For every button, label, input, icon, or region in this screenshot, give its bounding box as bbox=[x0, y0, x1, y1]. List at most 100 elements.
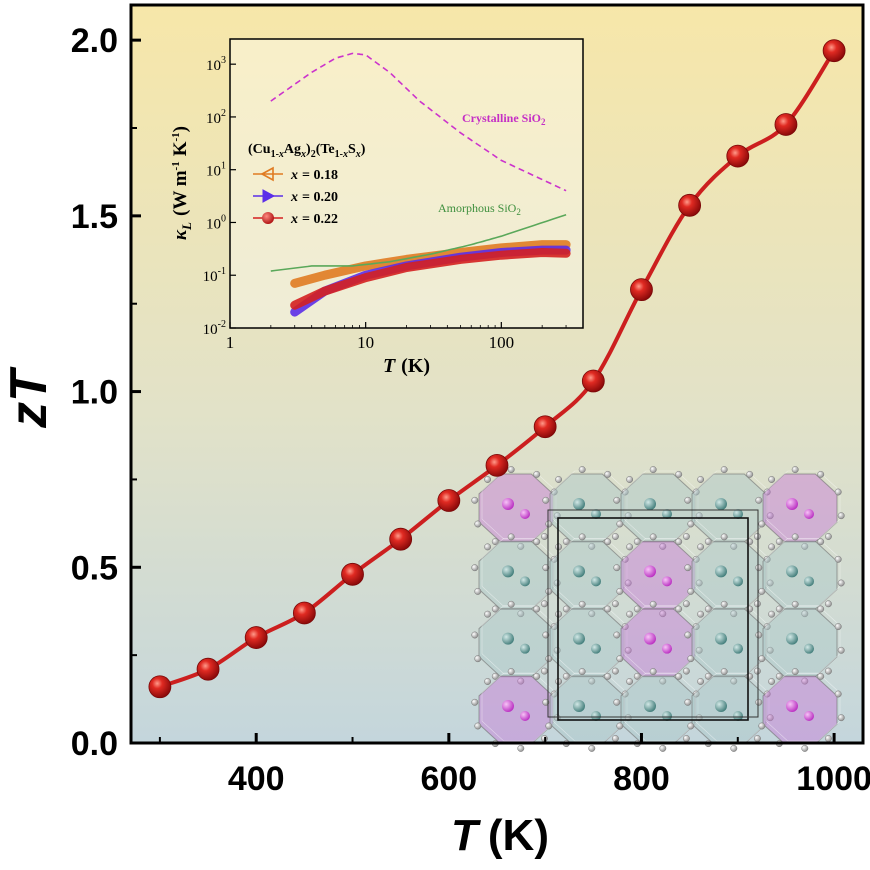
atom-guest bbox=[715, 700, 727, 712]
atom-guest bbox=[520, 643, 530, 654]
atom-guest bbox=[662, 711, 672, 721]
legend-entry-value: = 0.20 bbox=[302, 190, 338, 205]
inset-y-axis-label: κL(W m-1K-1) bbox=[170, 126, 194, 240]
atom-vertex bbox=[834, 555, 842, 563]
atom-vertex bbox=[791, 600, 799, 608]
legend-title-part: 2 bbox=[311, 149, 316, 160]
main-y-tick-label: 2.0 bbox=[71, 22, 118, 60]
atom-vertex bbox=[801, 542, 809, 550]
main-y-tick-label: 0.5 bbox=[71, 549, 118, 587]
atom-vertex bbox=[562, 605, 570, 613]
polyhedron-edge bbox=[623, 672, 699, 742]
atom-vertex bbox=[817, 605, 825, 613]
atom-guest bbox=[520, 509, 530, 519]
atom-vertex bbox=[758, 520, 766, 528]
zT-data-point bbox=[630, 278, 653, 302]
atom-vertex bbox=[755, 496, 763, 504]
atom-vertex bbox=[613, 698, 621, 706]
atom-vertex bbox=[474, 655, 482, 663]
atom-guest bbox=[520, 576, 530, 587]
inset-y-tick-exponent: 2 bbox=[221, 108, 226, 119]
atom-vertex bbox=[768, 543, 776, 551]
atom-guest bbox=[573, 565, 585, 578]
atom-vertex bbox=[775, 672, 783, 680]
inset-y-tick-exponent: 0 bbox=[221, 213, 226, 224]
atom-vertex bbox=[611, 533, 619, 540]
legend-title-part: x bbox=[278, 149, 284, 160]
atom-vertex bbox=[626, 610, 634, 618]
atom-vertex bbox=[545, 587, 553, 595]
polyhedron-edge bbox=[481, 470, 557, 540]
atom-vertex bbox=[837, 512, 845, 520]
atom-vertex bbox=[588, 677, 596, 685]
zT-data-point bbox=[292, 601, 316, 625]
legend-title-part: S bbox=[348, 142, 356, 157]
atom-vertex bbox=[649, 668, 657, 676]
atom-vertex bbox=[540, 600, 548, 608]
atom-vertex bbox=[517, 744, 525, 752]
zT-data-point bbox=[485, 453, 509, 477]
inset-sample-band bbox=[290, 240, 571, 288]
inset-y-tick-exponent: -1 bbox=[218, 266, 226, 277]
atom-vertex bbox=[684, 564, 692, 572]
polyhedron-edge bbox=[623, 470, 699, 540]
atom-vertex bbox=[704, 538, 712, 546]
atom-vertex bbox=[791, 533, 799, 541]
atom-guest bbox=[502, 565, 514, 578]
polyhedron-cage bbox=[620, 608, 696, 678]
atom-vertex bbox=[604, 538, 612, 546]
zT-data-point bbox=[148, 675, 172, 699]
atom-vertex bbox=[791, 668, 799, 676]
zT-data-point bbox=[581, 369, 605, 393]
atom-vertex bbox=[697, 678, 705, 685]
atom-vertex bbox=[649, 533, 657, 541]
zT-data-point bbox=[774, 113, 798, 136]
atom-guest bbox=[591, 509, 601, 519]
main-x-tick-label: 1000 bbox=[796, 760, 870, 798]
atom-vertex bbox=[659, 744, 667, 752]
atom-vertex bbox=[687, 722, 695, 730]
polyhedron-edge bbox=[552, 537, 628, 607]
atom-guest bbox=[591, 576, 601, 587]
atom-vertex bbox=[474, 722, 482, 730]
legend-title-part: (Cu bbox=[248, 142, 271, 157]
atom-vertex bbox=[633, 538, 641, 546]
polyhedron-edge bbox=[552, 470, 628, 540]
polyhedron-cage bbox=[549, 473, 625, 543]
unit-cell-outline-back bbox=[547, 509, 759, 718]
atom-guest bbox=[733, 576, 743, 587]
atom-vertex bbox=[633, 605, 641, 613]
zT-data-point bbox=[196, 657, 220, 681]
atom-vertex bbox=[540, 533, 548, 540]
atom-vertex bbox=[675, 605, 683, 613]
atom-vertex bbox=[624, 646, 632, 654]
atom-vertex bbox=[766, 646, 774, 654]
legend-title-part: (Te bbox=[316, 142, 335, 157]
inset-y-tick-mantissa: 10 bbox=[206, 216, 221, 232]
atom-vertex bbox=[491, 672, 499, 680]
atom-vertex bbox=[613, 631, 621, 639]
atom-vertex bbox=[517, 677, 525, 685]
crystalline-sio2-label: Crystalline SiO2 bbox=[462, 111, 546, 127]
polyhedron-edge bbox=[552, 672, 628, 742]
atom-vertex bbox=[755, 564, 763, 572]
atom-vertex bbox=[533, 538, 541, 546]
atom-vertex bbox=[649, 600, 657, 608]
atom-vertex bbox=[837, 579, 845, 587]
atom-vertex bbox=[763, 623, 771, 631]
zT-data-point bbox=[726, 144, 750, 168]
inset-y-axis-unit2: K bbox=[170, 141, 191, 156]
atom-vertex bbox=[550, 488, 558, 496]
atom-vertex bbox=[578, 533, 586, 541]
atom-vertex bbox=[542, 698, 550, 706]
atom-guest bbox=[573, 632, 585, 645]
legend-entry-var: x bbox=[290, 212, 298, 227]
atom-vertex bbox=[763, 488, 771, 496]
atom-vertex bbox=[484, 678, 492, 685]
atom-vertex bbox=[675, 470, 683, 478]
atom-vertex bbox=[675, 672, 683, 680]
atom-vertex bbox=[720, 466, 728, 474]
atom-vertex bbox=[621, 488, 629, 496]
atom-vertex bbox=[555, 476, 563, 483]
